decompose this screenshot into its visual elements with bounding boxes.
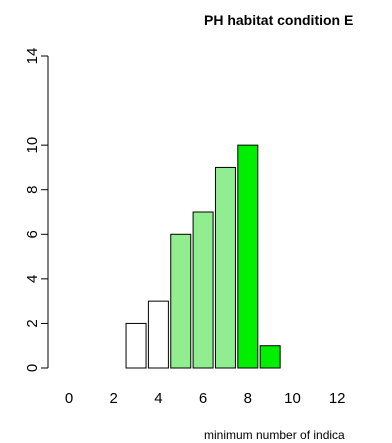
- y-tick-label: 8: [24, 186, 41, 194]
- chart-title: PH habitat condition E: [204, 12, 353, 28]
- x-tick-label: 2: [110, 390, 118, 407]
- x-tick-label: 6: [199, 390, 207, 407]
- bar-9: [259, 345, 281, 369]
- y-tick-label: 6: [24, 230, 41, 238]
- bar-3: [125, 322, 147, 369]
- x-tick-label: 4: [154, 390, 162, 407]
- bar-6: [192, 211, 214, 369]
- bar-8: [237, 144, 259, 369]
- x-tick-label: 12: [329, 390, 346, 407]
- bar-5: [170, 233, 192, 369]
- y-tick-label: 10: [24, 137, 41, 154]
- x-tick-label: 0: [65, 390, 73, 407]
- y-tick-label: 2: [24, 319, 41, 327]
- y-tick-label: 0: [24, 364, 41, 372]
- bar-7: [214, 166, 236, 369]
- bar-4: [147, 300, 169, 369]
- bars-group: [125, 144, 281, 369]
- y-tick-label: 4: [24, 275, 41, 283]
- x-tick-label: 8: [244, 390, 252, 407]
- x-tick-label: 10: [284, 390, 301, 407]
- x-axis-label: minimum number of indica: [204, 428, 345, 442]
- ticks-group: 0 2 4 6 8 10 14 0 2 4 6 8 10 12: [24, 48, 346, 407]
- y-tick-label: 14: [24, 48, 41, 65]
